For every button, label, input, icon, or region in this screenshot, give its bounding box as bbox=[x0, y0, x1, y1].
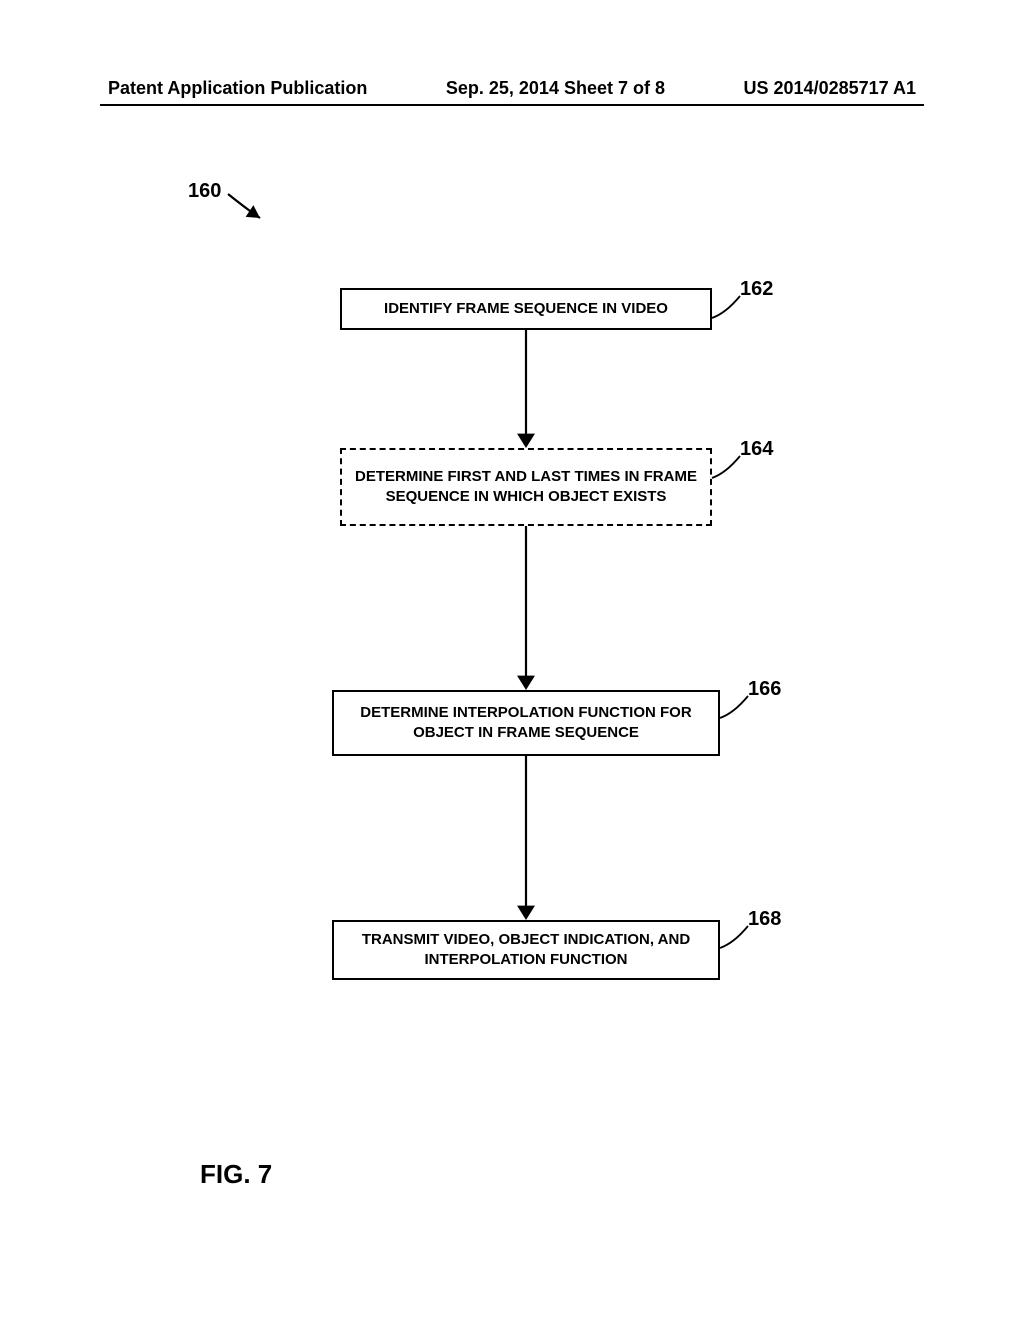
ref-label-168: 168 bbox=[748, 908, 781, 931]
ref-label-164: 164 bbox=[740, 438, 773, 461]
figure-label: FIG. 7 bbox=[200, 1159, 272, 1190]
flowchart-node-162: IDENTIFY FRAME SEQUENCE IN VIDEO bbox=[340, 288, 712, 330]
ref-label-162: 162 bbox=[740, 278, 773, 301]
ref-label-166: 166 bbox=[748, 678, 781, 701]
flowchart-node-166: DETERMINE INTERPOLATION FUNCTION FOR OBJ… bbox=[332, 690, 720, 756]
flowchart-node-168: TRANSMIT VIDEO, OBJECT INDICATION, AND I… bbox=[332, 920, 720, 980]
page: Patent Application Publication Sep. 25, … bbox=[0, 0, 1024, 1320]
flowchart-node-164: DETERMINE FIRST AND LAST TIMES IN FRAME … bbox=[340, 448, 712, 526]
flowchart-svg bbox=[0, 0, 1024, 1320]
